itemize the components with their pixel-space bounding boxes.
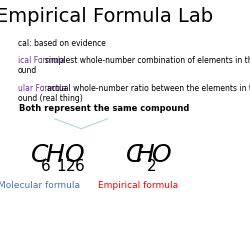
Text: $\mathit{12}$: $\mathit{12}$	[56, 158, 76, 174]
Text: cal: based on evidence: cal: based on evidence	[18, 39, 106, 48]
Text: Molecular formula: Molecular formula	[0, 180, 80, 190]
Text: Empirical Formula Lab: Empirical Formula Lab	[0, 7, 213, 26]
Text: $\mathit{C}$: $\mathit{C}$	[30, 143, 49, 167]
Text: ular Formula: ular Formula	[18, 84, 66, 93]
Text: $\mathit{O}$: $\mathit{O}$	[151, 143, 172, 167]
Text: $\mathit{H}$: $\mathit{H}$	[135, 143, 155, 167]
Text: $\mathit{2}$: $\mathit{2}$	[146, 158, 156, 174]
Text: $\mathit{H}$: $\mathit{H}$	[45, 143, 65, 167]
Text: Both represent the same compound: Both represent the same compound	[19, 104, 189, 113]
Text: : simplest whole-number combination of elements in that: : simplest whole-number combination of e…	[40, 56, 250, 65]
Text: : actual whole-number ratio between the elements in that: : actual whole-number ratio between the …	[42, 84, 250, 93]
Text: $\mathit{O}$: $\mathit{O}$	[64, 143, 85, 167]
Text: $\mathit{6}$: $\mathit{6}$	[74, 158, 85, 174]
Text: Empirical formula: Empirical formula	[98, 180, 178, 190]
Text: ical Formula: ical Formula	[18, 56, 64, 65]
Text: ound: ound	[18, 66, 37, 75]
Text: $\mathit{C}$: $\mathit{C}$	[125, 143, 145, 167]
Text: ound (real thing): ound (real thing)	[18, 94, 82, 103]
Text: $\mathit{6}$: $\mathit{6}$	[40, 158, 50, 174]
